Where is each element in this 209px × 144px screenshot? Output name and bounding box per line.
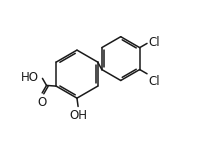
Text: OH: OH (69, 109, 87, 122)
Text: HO: HO (21, 71, 39, 84)
Text: Cl: Cl (148, 36, 160, 49)
Text: Cl: Cl (148, 75, 160, 88)
Text: O: O (37, 96, 46, 109)
